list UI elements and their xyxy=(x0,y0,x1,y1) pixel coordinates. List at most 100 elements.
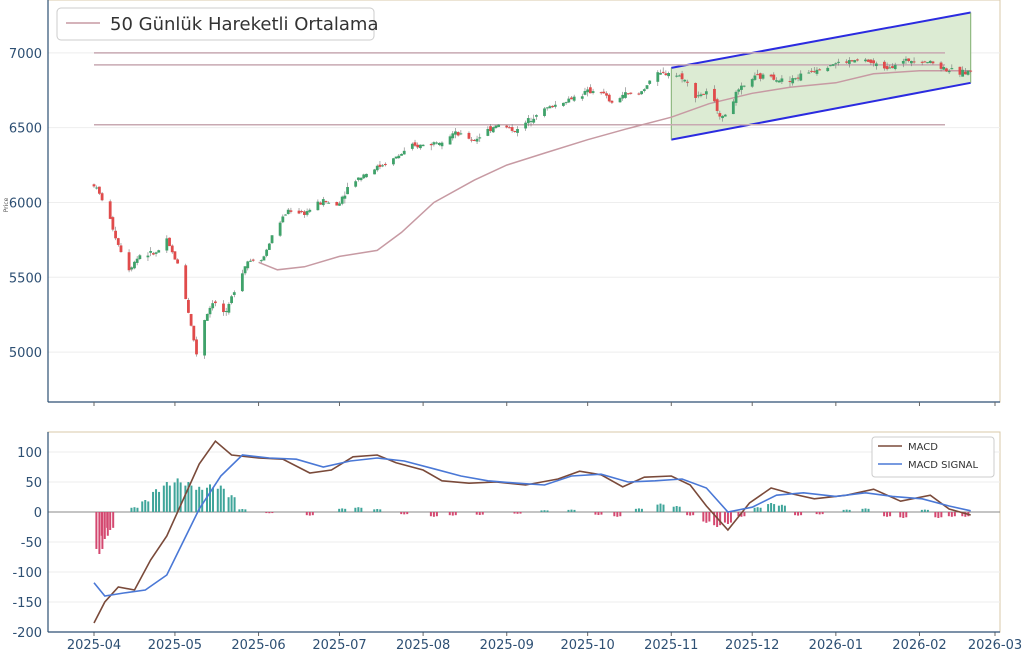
macd-histogram-bar xyxy=(265,512,268,514)
macd-histogram-bar xyxy=(454,512,457,516)
candle-body xyxy=(864,59,867,62)
macd-histogram-bar xyxy=(729,512,732,523)
candle-body xyxy=(224,311,228,313)
candle-body xyxy=(111,217,115,230)
candle-body xyxy=(497,124,501,127)
candle-body xyxy=(856,59,859,61)
candle-body xyxy=(834,63,838,65)
macd-histogram-bar xyxy=(158,491,161,512)
candle-body xyxy=(696,95,700,97)
date-tick-label: 2025-08 xyxy=(396,638,450,653)
date-tick-label: 2025-09 xyxy=(480,638,534,653)
candlestick-series xyxy=(92,56,973,359)
date-tick-label: 2025-10 xyxy=(560,638,614,653)
candle-body xyxy=(605,93,608,96)
macd-histogram-bar xyxy=(373,509,376,512)
macd-histogram-bar xyxy=(187,482,190,512)
candle-body xyxy=(740,85,743,90)
macd-histogram-bar xyxy=(662,504,665,512)
macd-histogram-bar xyxy=(141,501,144,512)
macd-histogram-bar xyxy=(100,512,103,536)
candle-body xyxy=(723,114,727,117)
macd-histogram-bar xyxy=(845,509,848,512)
price-tick-label: 6000 xyxy=(9,196,42,211)
macd-histogram-bar xyxy=(950,512,953,517)
candle-body xyxy=(92,184,96,187)
candle-body xyxy=(168,237,171,247)
candle-body xyxy=(308,209,312,212)
candle-body xyxy=(133,261,136,269)
candle-body xyxy=(947,70,951,73)
candle-body xyxy=(904,58,908,61)
candle-body xyxy=(135,258,139,263)
candle-body xyxy=(677,75,681,77)
candle-body xyxy=(888,67,892,69)
candle-body xyxy=(176,259,180,264)
candle-body xyxy=(491,127,495,133)
macd-histogram-bar xyxy=(573,509,576,512)
macd-histogram-bar xyxy=(162,485,165,512)
candle-body xyxy=(799,73,803,81)
candle-body xyxy=(793,78,797,80)
candle-body xyxy=(812,71,816,73)
candle-body xyxy=(338,203,341,206)
candle-body xyxy=(187,299,190,313)
candle-body xyxy=(375,165,379,171)
macd-histogram-bar xyxy=(400,512,403,515)
macd-histogram-bar xyxy=(759,507,762,512)
candle-body xyxy=(642,89,646,91)
macd-y-axis: 100 50 0 -50 -100 -150 -200 xyxy=(12,446,42,641)
candle-body xyxy=(230,296,233,304)
macd-histogram-bar xyxy=(208,484,211,512)
candle-body xyxy=(818,69,822,71)
candle-body xyxy=(149,251,153,253)
macd-histogram-bar xyxy=(475,512,478,515)
macd-tick-label: -150 xyxy=(12,596,42,611)
candle-body xyxy=(354,181,358,187)
candle-body xyxy=(610,100,614,103)
candle-body xyxy=(146,255,150,258)
macd-histogram-bar xyxy=(702,512,705,522)
macd-legend: MACD MACD SIGNAL xyxy=(871,436,995,478)
candle-body xyxy=(923,61,927,63)
candle-body xyxy=(599,92,603,94)
candle-body xyxy=(912,61,916,63)
macd-tick-label: -100 xyxy=(12,566,42,581)
date-tick-label: 2025-06 xyxy=(231,638,285,653)
candle-body xyxy=(356,177,360,180)
candle-body xyxy=(969,70,973,72)
macd-histogram-bar xyxy=(165,482,168,512)
candle-body xyxy=(718,113,722,117)
macd-histogram-bar xyxy=(777,505,780,512)
macd-histogram-bar xyxy=(616,512,619,517)
macd-histogram-bar xyxy=(98,512,101,554)
macd-histogram-bar xyxy=(678,506,681,512)
candle-body xyxy=(300,211,304,213)
candle-body xyxy=(435,142,438,144)
price-y-axis: 5000 5500 6000 6500 7000 xyxy=(9,47,42,361)
macd-histogram-bar xyxy=(708,512,711,522)
macd-histogram-bar xyxy=(109,512,112,530)
candle-body xyxy=(769,74,773,77)
macd-histogram-bar xyxy=(268,512,271,514)
candle-body xyxy=(656,72,660,82)
candle-body xyxy=(872,60,876,64)
macd-histogram-bar xyxy=(244,509,247,512)
candle-body xyxy=(588,87,592,94)
macd-histogram-bar xyxy=(797,512,800,516)
candle-body xyxy=(297,210,301,214)
candle-body xyxy=(853,60,857,63)
candle-body xyxy=(772,74,776,80)
macd-histogram-bar xyxy=(883,512,886,517)
macd-tick-label: 100 xyxy=(17,446,42,461)
candle-body xyxy=(791,78,795,84)
macd-histogram-bar xyxy=(723,512,726,523)
macd-histogram-bar xyxy=(842,509,845,512)
candle-body xyxy=(621,94,625,99)
candle-body xyxy=(893,64,897,70)
price-tick-label: 5500 xyxy=(9,271,42,286)
candle-body xyxy=(667,72,670,77)
macd-histogram-bar xyxy=(743,512,746,517)
candle-body xyxy=(327,202,331,204)
